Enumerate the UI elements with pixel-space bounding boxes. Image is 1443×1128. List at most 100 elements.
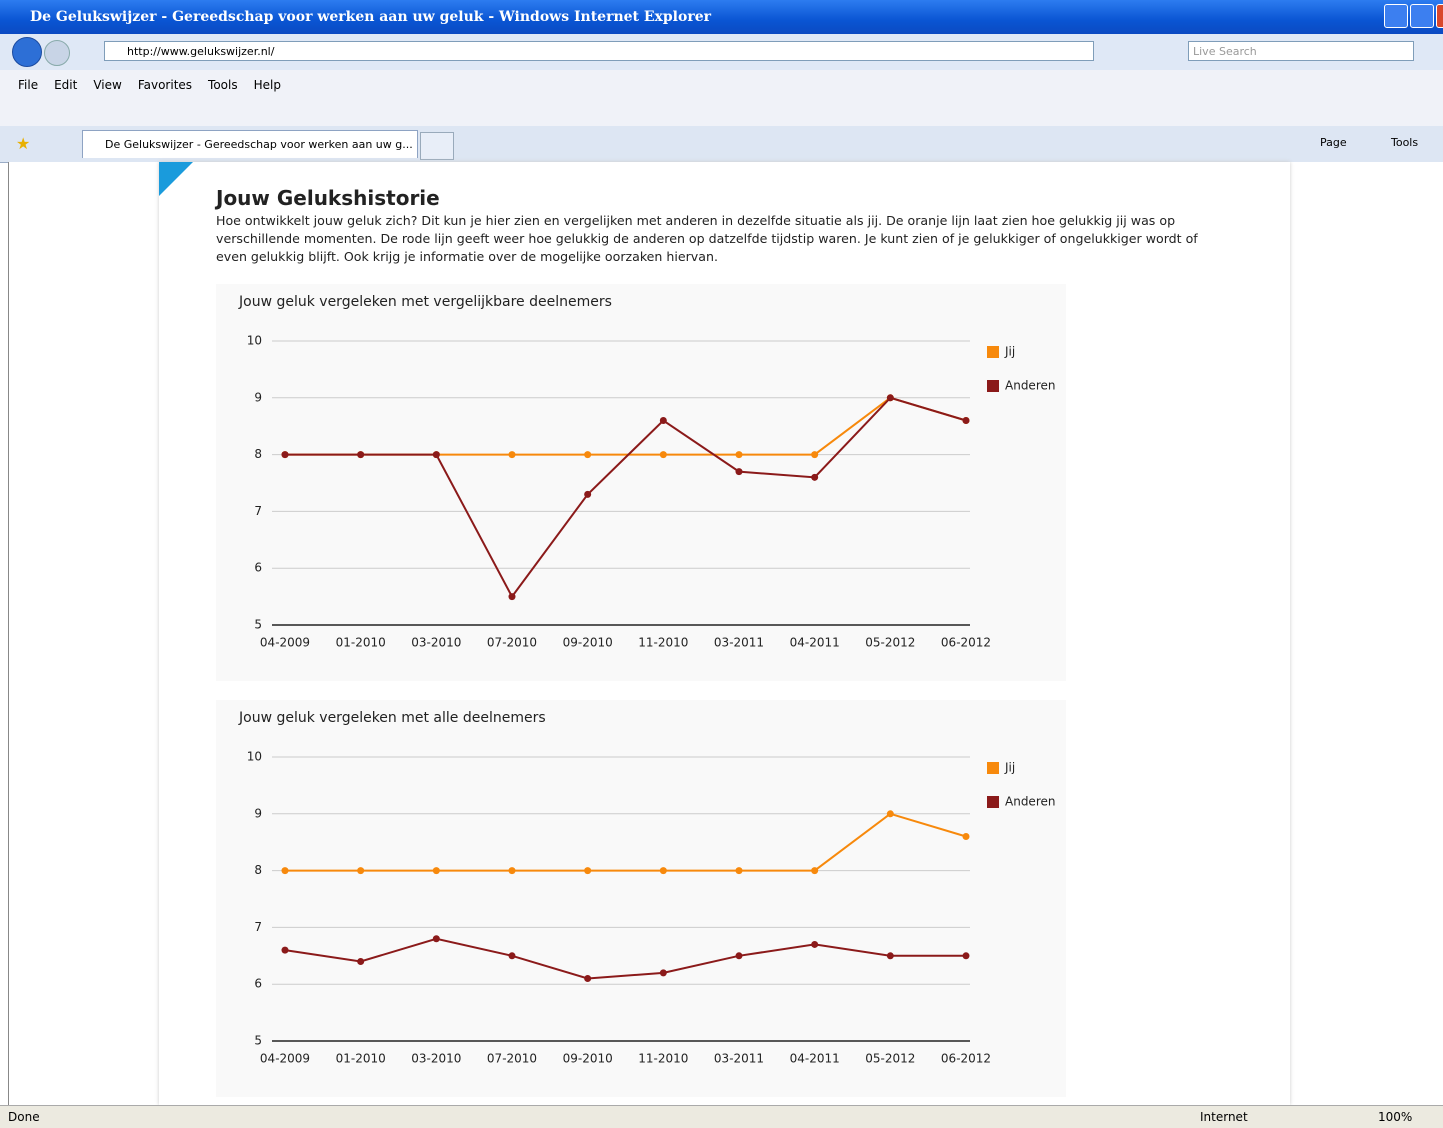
x-tick-label: 09-2010 [563,1052,613,1066]
data-point [281,946,289,954]
y-tick-label: 10 [247,750,262,764]
menu-item[interactable]: Edit [54,78,78,92]
menu-item[interactable]: Tools [208,78,238,92]
data-point [659,451,667,459]
data-point [962,833,970,841]
data-point [432,451,440,459]
x-tick-label: 06-2012 [941,636,991,650]
x-tick-label: 04-2009 [260,1052,310,1066]
data-point [886,810,894,818]
data-point [659,969,667,977]
menu-item[interactable]: File [18,78,39,92]
data-point [735,468,743,476]
x-tick-label: 07-2010 [487,636,537,650]
intro-text: Hoe ontwikkelt jouw geluk zich? Dit kun … [216,213,1198,264]
data-point [584,490,592,498]
y-tick-label: 8 [254,863,262,877]
corner-decoration [159,162,193,196]
legend-label: Jij [1004,761,1015,775]
x-tick-label: 03-2011 [714,636,764,650]
favorites-star[interactable]: ★ [16,134,31,153]
data-point [357,957,365,965]
data-point [508,867,516,875]
url-field[interactable]: http://www.gelukswijzer.nl/ [104,41,1094,61]
y-tick-label: 6 [254,977,262,991]
data-point [432,935,440,943]
x-tick-label: 01-2010 [336,636,386,650]
chart: Jouw geluk vergeleken met alle deelnemer… [216,700,1066,1097]
x-tick-label: 06-2012 [941,1052,991,1066]
tools-menu[interactable]: Tools [1391,136,1419,149]
data-point [735,952,743,960]
menu-item[interactable]: Favorites [137,78,193,92]
legend-swatch [987,796,999,808]
x-tick-label: 07-2010 [487,1052,537,1066]
x-tick-label: 03-2010 [411,1052,461,1066]
x-tick-label: 03-2011 [714,1052,764,1066]
zoom[interactable]: 100% [1378,1110,1413,1124]
tab-bar: ★ De Gelukswijzer - Gereedschap voor wer… [0,126,1443,163]
x-tick-label: 05-2012 [865,1052,915,1066]
y-tick-label: 9 [254,390,262,404]
menu-list: File Edit View Favorites Tools Help [18,78,297,92]
data-point [281,867,289,875]
data-point [962,417,970,425]
back-button[interactable] [12,37,42,67]
data-point [811,451,819,459]
legend-label: Anderen [1005,795,1055,809]
minimize[interactable] [1384,4,1408,28]
data-point [281,451,289,459]
status-bar: Done Internet 100% [0,1105,1443,1128]
chart-title: Jouw geluk vergeleken met alle deelnemer… [238,710,546,726]
close[interactable] [1436,4,1443,28]
data-point [811,473,819,481]
legend-swatch [987,380,999,392]
x-tick-label: 03-2010 [411,636,461,650]
y-tick-label: 6 [254,561,262,575]
legend-swatch [987,346,999,358]
maximize[interactable] [1410,4,1434,28]
y-tick-label: 7 [254,920,262,934]
data-point [735,451,743,459]
x-tick-label: 11-2010 [638,636,688,650]
chart-title: Jouw geluk vergeleken met vergelijkbare … [238,294,612,310]
data-point [811,867,819,875]
x-tick-label: 04-2011 [790,636,840,650]
data-point [735,867,743,875]
heading: Jouw Gelukshistorie [216,186,440,210]
x-tick-label: 11-2010 [638,1052,688,1066]
series-line [285,396,967,599]
x-tick-label: 01-2010 [336,1052,386,1066]
status-text: Done [8,1110,40,1124]
y-tick-label: 5 [254,618,262,632]
data-point [357,451,365,459]
data-point [508,593,516,601]
x-tick-label: 09-2010 [563,636,613,650]
data-point [962,952,970,960]
x-tick-label: 05-2012 [865,636,915,650]
search-field[interactable]: Live Search [1188,41,1414,61]
data-point [584,867,592,875]
window-title: De Gelukswijzer - Gereedschap voor werke… [30,9,711,25]
y-tick-label: 9 [254,806,262,820]
menu-item[interactable]: Help [253,78,281,92]
x-tick-label: 04-2009 [260,636,310,650]
data-point [886,952,894,960]
series-line [284,937,966,980]
data-point [508,952,516,960]
legend-swatch [987,762,999,774]
menu-bar: File Edit View Favorites Tools Help [0,70,1443,127]
new-tab[interactable] [420,132,454,160]
forward-button[interactable] [44,40,70,66]
data-point [886,394,894,402]
y-tick-label: 8 [254,447,262,461]
data-point [659,417,667,425]
data-point [584,451,592,459]
data-point [357,867,365,875]
security-zone: Internet [1200,1110,1248,1124]
menu-item[interactable]: View [93,78,122,92]
page-menu[interactable]: Page [1320,136,1347,149]
tab[interactable]: De Gelukswijzer - Gereedschap voor werke… [82,130,418,158]
title-bar: De Gelukswijzer - Gereedschap voor werke… [0,0,1443,34]
